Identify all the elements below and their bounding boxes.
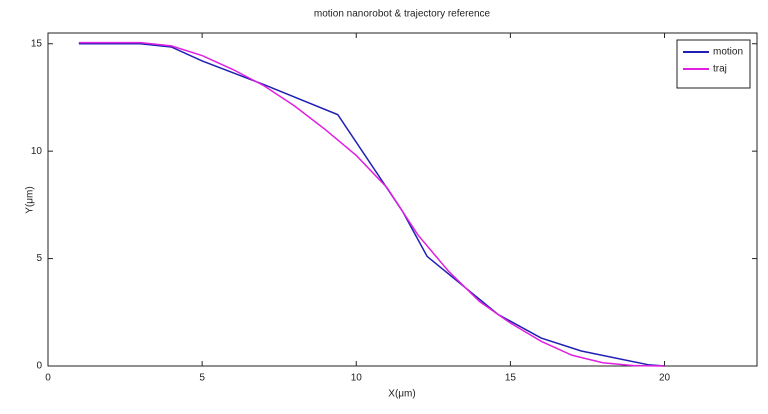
legend-label: motion <box>713 47 743 58</box>
legend-box <box>676 39 751 89</box>
y-tick-label: 10 <box>31 146 43 157</box>
x-tick-label: 10 <box>351 373 363 384</box>
x-tick-label: 15 <box>505 373 517 384</box>
y-tick-label: 0 <box>36 361 42 372</box>
x-axis-label: X(μm) <box>388 389 415 400</box>
data-line <box>78 42 665 367</box>
y-tick-label: 15 <box>31 38 43 49</box>
x-tick-label: 0 <box>45 373 51 384</box>
y-tick-label: 5 <box>36 253 42 264</box>
y-axis-label: Y(μm) <box>25 186 36 213</box>
x-tick-label: 20 <box>659 373 671 384</box>
x-tick-label: 5 <box>199 373 205 384</box>
plot-area <box>47 32 758 367</box>
data-line <box>78 41 665 367</box>
chart-title: motion nanorobot & trajectory reference <box>314 9 491 20</box>
legend-label: traj <box>713 64 727 75</box>
